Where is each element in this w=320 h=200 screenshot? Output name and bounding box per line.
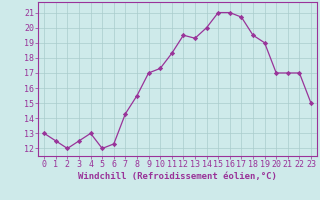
X-axis label: Windchill (Refroidissement éolien,°C): Windchill (Refroidissement éolien,°C) [78,172,277,181]
